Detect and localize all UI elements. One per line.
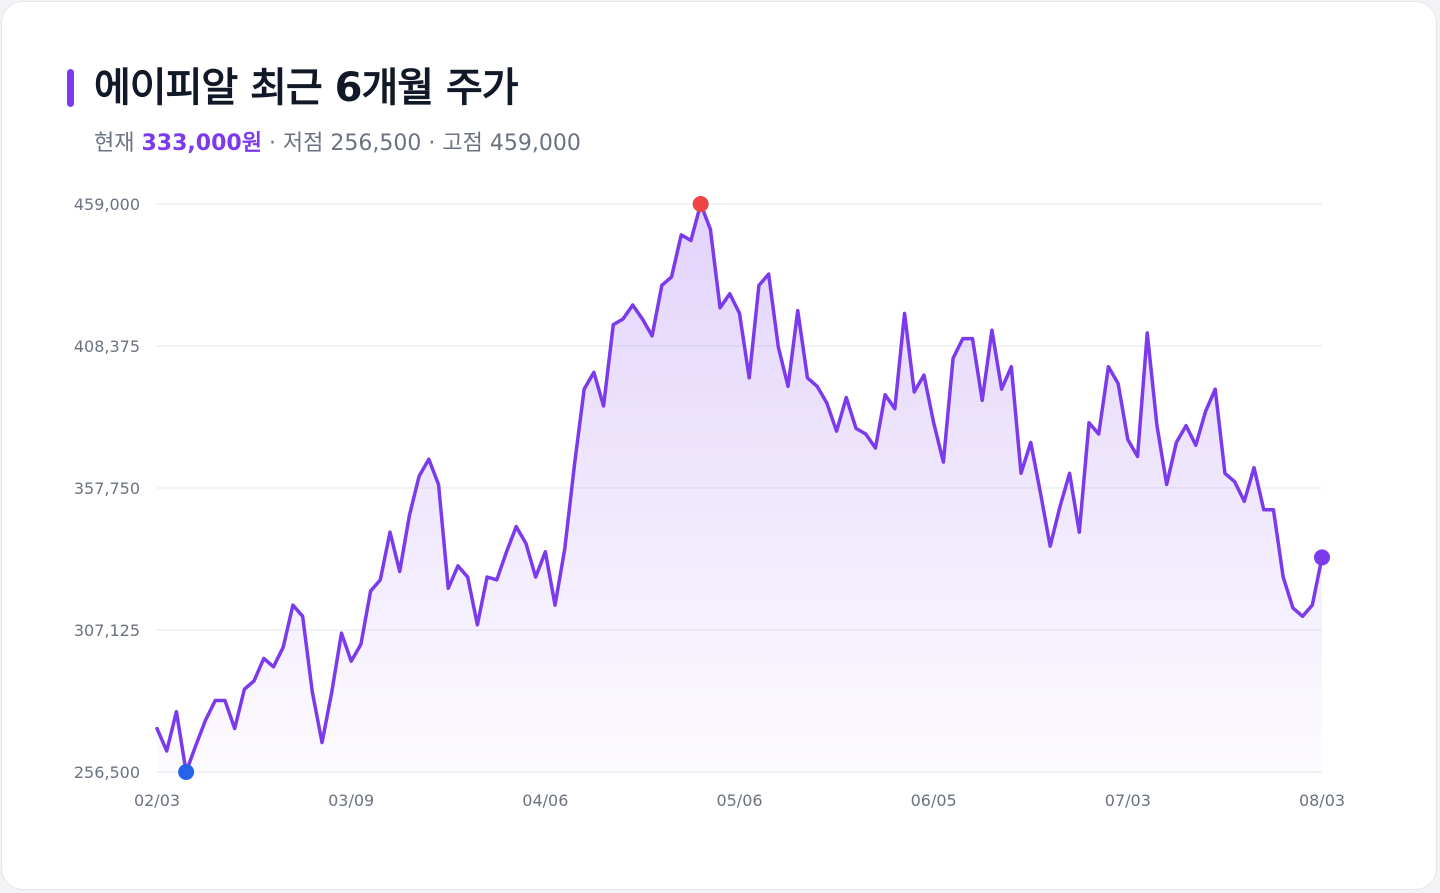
low-price: 256,500 xyxy=(330,131,422,156)
current-price: 333,000원 xyxy=(141,131,262,156)
x-tick-label: 08/03 xyxy=(1299,791,1345,810)
markers xyxy=(178,196,1330,780)
x-tick-label: 05/06 xyxy=(716,791,762,810)
x-tick-label: 02/03 xyxy=(134,791,180,810)
current-point-marker xyxy=(1314,549,1330,566)
x-tick-label: 04/06 xyxy=(522,791,568,810)
high-label: · 고점 xyxy=(428,131,483,156)
x-tick-label: 03/09 xyxy=(328,791,374,810)
price-area xyxy=(157,204,1322,772)
x-axis: 02/03 03/09 04/06 05/06 06/05 07/03 08/03 xyxy=(134,791,1345,810)
low-point-marker xyxy=(178,764,195,780)
high-point-marker xyxy=(692,196,709,212)
y-tick-label: 256,500 xyxy=(74,763,140,782)
x-tick-label: 06/05 xyxy=(911,791,957,810)
low-label: · 저점 xyxy=(268,131,324,156)
y-tick-label: 408,375 xyxy=(74,337,140,356)
x-tick-label: 07/03 xyxy=(1105,791,1151,810)
y-tick-label: 307,125 xyxy=(74,621,140,640)
y-axis: 459,000 408,375 357,750 307,125 256,500 xyxy=(74,195,140,782)
title-accent-bar xyxy=(67,69,74,107)
y-tick-label: 357,750 xyxy=(74,479,140,498)
chart-title: 에이피알 최근 6개월 주가 xyxy=(94,65,519,111)
y-tick-label: 459,000 xyxy=(74,195,140,214)
price-line xyxy=(155,202,1324,774)
current-label: 현재 xyxy=(94,131,135,156)
high-price: 459,000 xyxy=(489,131,581,156)
price-summary: 현재 333,000원 · 저점 256,500 · 고점 459,000 xyxy=(94,128,581,160)
